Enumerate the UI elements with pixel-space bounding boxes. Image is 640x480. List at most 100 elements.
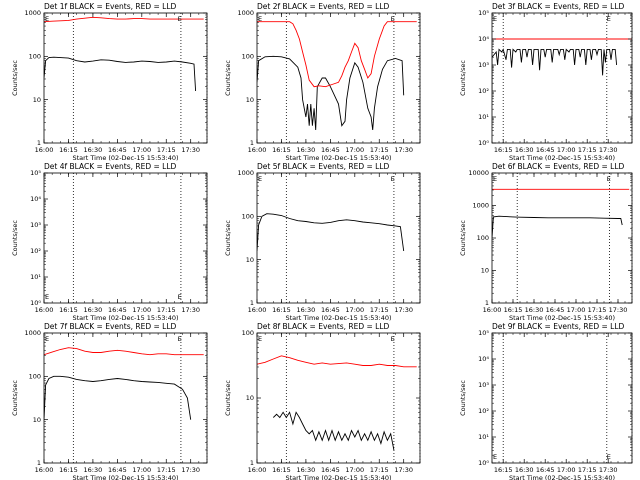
panel-det-6: Det 6f BLACK = Events, RED = LLD E E 1 10 100…	[459, 162, 633, 322]
plot-frame	[491, 172, 633, 304]
y-tick-label: 100	[29, 53, 41, 61]
x-axis-label: Start Time (02-Dec-15 15:53:40)	[509, 314, 615, 322]
e-marker: E	[493, 453, 497, 461]
y-axis-label: Counts/sec	[11, 220, 19, 256]
x-tick-label: 16:00	[35, 466, 54, 474]
x-tick-label: 16:15	[272, 466, 291, 474]
y-tick-label: 10²	[30, 247, 41, 255]
x-tick-label: 16:45	[546, 306, 565, 314]
panel-title: Det 1f BLACK = Events, RED = LLD	[44, 2, 177, 11]
x-tick-label: 16:45	[321, 466, 340, 474]
x-tick-label: 17:15	[578, 146, 597, 154]
y-tick-label: 10	[246, 394, 254, 402]
x-tick-label: 16:30	[297, 466, 316, 474]
x-tick-label: 16:00	[483, 306, 502, 314]
lld-series-line	[44, 347, 204, 356]
x-tick-label: 17:30	[599, 146, 618, 154]
y-axis-label: Counts/sec	[11, 60, 19, 96]
x-tick-label: 17:30	[181, 306, 200, 314]
x-tick-label: 17:15	[578, 466, 597, 474]
y-tick-label: 10⁴	[478, 355, 489, 363]
x-tick-label: 17:00	[345, 146, 364, 154]
y-tick-label: 1000	[24, 9, 41, 17]
x-tick-label: 16:30	[525, 306, 544, 314]
x-tick-label: 17:30	[599, 466, 618, 474]
x-tick-label: 17:00	[345, 306, 364, 314]
x-tick-label: 17:15	[588, 306, 607, 314]
x-axis-label: Start Time (02-Dec-15 15:53:40)	[509, 474, 615, 480]
x-tick-label: 17:15	[157, 306, 176, 314]
x-tick-label: 17:30	[394, 306, 413, 314]
events-series-line	[44, 56, 197, 92]
y-tick-label: 10⁵	[30, 169, 41, 177]
y-tick-label: 10¹	[478, 113, 489, 121]
x-tick-label: 17:30	[181, 146, 200, 154]
y-tick-label: 1	[250, 139, 254, 147]
e-marker: E	[178, 293, 182, 301]
y-tick-label: 10⁰	[478, 139, 489, 147]
x-tick-label: 16:45	[321, 146, 340, 154]
y-tick-label: 10⁴	[478, 35, 489, 43]
x-tick-label: 16:15	[494, 466, 513, 474]
x-tick-label: 16:45	[108, 146, 127, 154]
y-tick-label: 10¹	[478, 433, 489, 441]
x-tick-label: 16:30	[84, 306, 103, 314]
x-axis-label: Start Time (02-Dec-15 15:53:40)	[72, 474, 178, 480]
x-tick-label: 17:15	[157, 466, 176, 474]
x-tick-label: 16:00	[248, 306, 267, 314]
panel-title: Det 5f BLACK = Events, RED = LLD	[257, 162, 390, 171]
y-tick-label: 1	[485, 299, 489, 307]
x-tick-label: 16:30	[515, 466, 534, 474]
x-tick-label: 17:30	[394, 466, 413, 474]
x-tick-label: 16:45	[321, 306, 340, 314]
y-tick-label: 10²	[478, 407, 489, 415]
x-tick-label: 17:15	[370, 306, 389, 314]
x-tick-label: 16:15	[504, 306, 523, 314]
panel-det-4: Det 4f BLACK = Events, RED = LLD E E 10⁰ 10¹…	[11, 162, 208, 322]
x-tick-label: 16:45	[108, 466, 127, 474]
y-tick-label: 1000	[237, 169, 254, 177]
x-tick-label: 16:15	[272, 306, 291, 314]
events-series-line	[44, 375, 192, 420]
y-tick-label: 10⁰	[478, 459, 489, 467]
x-tick-label: 17:00	[345, 466, 364, 474]
y-tick-label: 1	[37, 139, 41, 147]
y-tick-label: 100	[242, 329, 254, 337]
e-marker: E	[45, 293, 49, 301]
x-tick-label: 16:30	[515, 146, 534, 154]
e-marker: E	[493, 175, 497, 183]
events-series-line	[257, 213, 405, 252]
x-tick-label: 16:45	[536, 146, 555, 154]
x-axis-label: Start Time (02-Dec-15 15:53:40)	[509, 154, 615, 162]
y-tick-label: 10³	[478, 61, 489, 69]
y-tick-label: 100	[29, 373, 41, 381]
e-marker: E	[258, 175, 262, 183]
e-marker: E	[178, 335, 182, 343]
x-tick-label: 16:30	[84, 146, 103, 154]
y-tick-label: 10⁴	[30, 195, 41, 203]
e-marker: E	[607, 15, 611, 23]
e-marker: E	[258, 335, 262, 343]
y-tick-label: 100	[242, 213, 254, 221]
x-tick-label: 16:00	[35, 306, 54, 314]
panel-title: Det 8f BLACK = Events, RED = LLD	[257, 322, 390, 331]
y-tick-label: 10²	[478, 87, 489, 95]
y-tick-label: 10	[481, 267, 489, 275]
x-axis-label: Start Time (02-Dec-15 15:53:40)	[72, 314, 178, 322]
x-tick-label: 17:15	[157, 146, 176, 154]
e-marker: E	[607, 175, 611, 183]
y-tick-label: 1000	[472, 202, 489, 210]
x-tick-label: 16:15	[272, 146, 291, 154]
plot-frame	[491, 332, 633, 464]
lld-series-line	[257, 355, 417, 368]
y-tick-label: 10⁵	[478, 329, 489, 337]
x-tick-label: 17:15	[370, 466, 389, 474]
plot-frame	[43, 332, 208, 464]
plot-frame	[43, 12, 208, 144]
y-axis-label: Counts/sec	[459, 380, 467, 416]
x-tick-label: 16:30	[84, 466, 103, 474]
